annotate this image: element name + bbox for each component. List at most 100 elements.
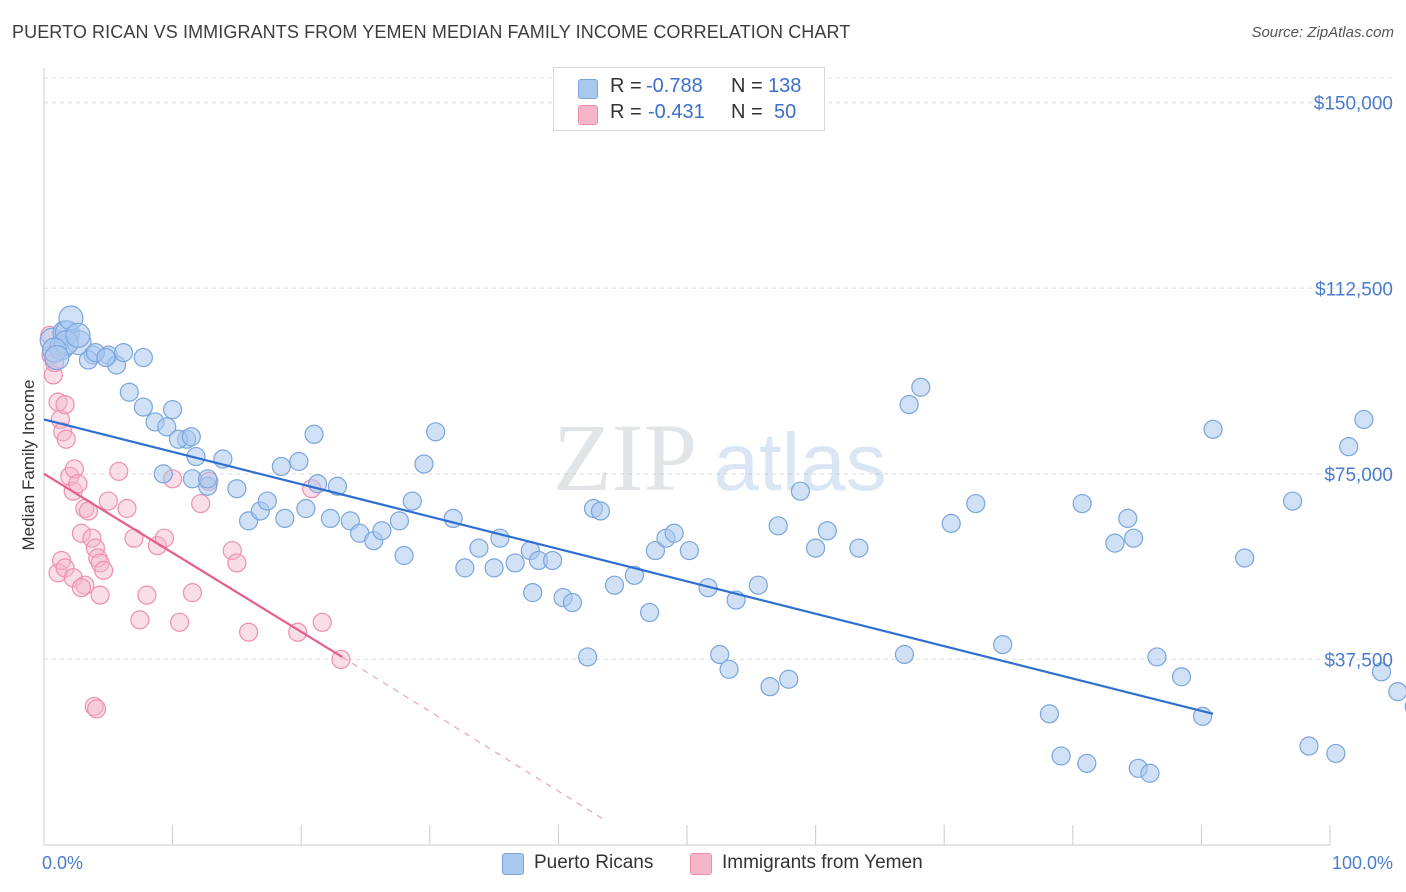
puerto-rican-point — [578, 647, 598, 667]
yemen-point — [90, 585, 110, 605]
puerto-rican-point — [426, 422, 446, 442]
yemen-point — [222, 540, 242, 561]
puerto-rican-point — [1039, 704, 1060, 724]
puerto-rican-point — [1354, 409, 1374, 430]
yemen-swatch — [578, 105, 598, 125]
puerto-rican-point — [505, 553, 525, 573]
yemen-point — [312, 612, 332, 632]
yemen-point — [109, 461, 129, 481]
puerto-rican-point — [966, 493, 986, 514]
puerto-rican-point — [181, 427, 201, 447]
axes — [43, 68, 1331, 846]
r-label: R = — [610, 101, 642, 123]
yemen-point — [68, 474, 88, 494]
yemen-point — [88, 548, 108, 568]
n-label: N = — [731, 75, 763, 97]
y-tick-label: $150,000 — [1314, 94, 1393, 115]
yemen-point — [75, 575, 95, 595]
puerto-rican-point — [779, 669, 799, 689]
puerto-rican-point — [1388, 682, 1406, 702]
puerto-rican-point — [44, 344, 70, 371]
puerto-rican-point — [414, 454, 434, 474]
yemen-point — [63, 568, 83, 588]
y-tick-label: $37,500 — [1324, 650, 1393, 671]
puerto-rican-point — [1105, 533, 1125, 553]
r-label: R = — [610, 75, 642, 97]
chart-title: PUERTO RICAN VS IMMIGRANTS FROM YEMEN ME… — [12, 22, 851, 42]
gridlines — [44, 77, 1395, 660]
puerto-rican-point — [1118, 508, 1138, 529]
puerto-rican-point — [805, 538, 826, 558]
puerto-rican-point — [1326, 743, 1346, 764]
yemen-point — [130, 610, 150, 630]
yemen-point — [98, 491, 118, 511]
yemen-point — [117, 498, 137, 519]
puerto-rican-point — [275, 508, 295, 529]
yemen-point — [227, 553, 247, 573]
puerto-rican-point — [198, 469, 218, 489]
puerto-rican-swatch — [502, 853, 524, 875]
puerto-rican-point — [133, 347, 153, 368]
puerto-rican-point — [484, 558, 504, 578]
puerto-rican-point — [624, 565, 644, 585]
puerto-rican-point — [894, 644, 915, 665]
puerto-rican-point — [96, 347, 116, 368]
puerto-rican-point — [542, 550, 563, 571]
puerto-rican-point — [679, 540, 699, 561]
series-legend: Puerto Ricans Immigrants from Yemen — [0, 852, 1406, 878]
puerto-rican-point — [1077, 753, 1097, 773]
y-tick-label: $112,500 — [1315, 279, 1393, 300]
puerto-rican-point — [1282, 491, 1303, 511]
series-puerto-rican-points — [39, 305, 1406, 783]
puerto-rican-point — [760, 677, 780, 697]
puerto-rican-point — [65, 322, 91, 348]
source-label: Source: ZipAtlas.com — [1251, 24, 1394, 41]
puerto-rican-point — [257, 491, 277, 511]
puerto-rican-point — [320, 508, 341, 529]
n-value: 138 — [768, 75, 802, 97]
puerto-rican-point — [1371, 662, 1392, 682]
puerto-rican-point — [133, 397, 153, 417]
puerto-rican-point — [157, 417, 177, 437]
puerto-rican-point — [899, 394, 919, 415]
watermark: ZIP atlas — [553, 404, 887, 511]
trend-lines — [43, 418, 1214, 821]
puerto-rican-point — [271, 456, 291, 477]
yemen-point — [238, 622, 259, 642]
puerto-rican-point — [993, 634, 1013, 655]
puerto-rican-trend-line — [43, 418, 1214, 715]
yemen-point — [71, 578, 92, 598]
puerto-rican-point — [163, 399, 183, 420]
r-value: -0.431 — [648, 101, 705, 123]
puerto-rican-point — [645, 540, 666, 561]
n-label: N = — [731, 101, 763, 123]
y-tick-label: $75,000 — [1324, 465, 1393, 486]
puerto-rican-point — [639, 602, 660, 623]
yemen-point — [71, 523, 92, 543]
yemen-point — [84, 696, 104, 717]
puerto-rican-point — [911, 377, 931, 397]
puerto-rican-point — [1299, 736, 1319, 756]
puerto-rican-point — [1051, 746, 1071, 766]
x-tick-label-min: 0.0% — [42, 853, 83, 873]
r-value: -0.788 — [646, 75, 703, 97]
puerto-rican-point — [1147, 647, 1167, 667]
puerto-rican-point — [119, 382, 139, 402]
yemen-point — [82, 528, 102, 548]
puerto-rican-point — [372, 521, 392, 541]
puerto-rican-point — [389, 511, 410, 531]
puerto-rican-point — [1072, 493, 1092, 514]
puerto-rican-point — [817, 521, 837, 541]
tick-labels: $37,500 $75,000 $112,500 $150,000 0.0% 100.0% — [42, 94, 1393, 873]
legend-label: Puerto Ricans — [534, 852, 654, 873]
puerto-rican-point — [710, 644, 730, 665]
puerto-rican-point — [604, 575, 625, 595]
puerto-rican-point — [1140, 763, 1160, 783]
puerto-rican-point — [153, 464, 173, 484]
puerto-rican-point — [590, 501, 611, 521]
x-tick-label-max: 100.0% — [1332, 853, 1393, 873]
puerto-rican-point — [1203, 419, 1223, 439]
puerto-rican-point — [113, 343, 134, 363]
puerto-rican-point — [664, 523, 684, 543]
correlation-legend: R = -0.788 N = 138 R = -0.431 N = 50 — [553, 67, 825, 131]
